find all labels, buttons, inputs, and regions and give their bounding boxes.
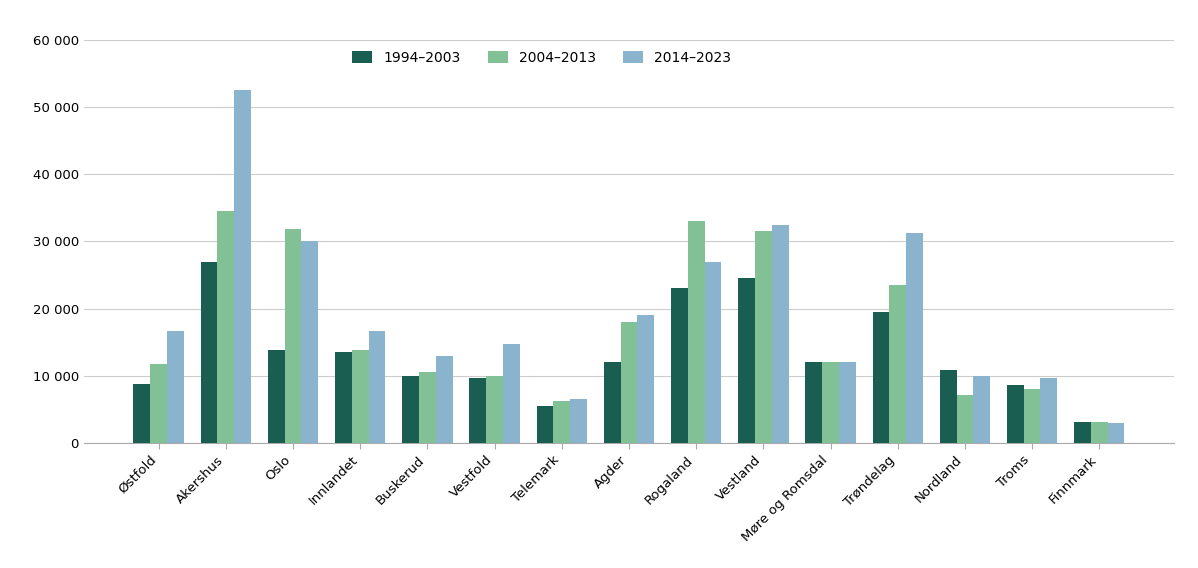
Bar xyxy=(772,224,788,443)
Bar xyxy=(637,315,654,443)
Bar xyxy=(419,373,436,443)
Bar xyxy=(688,221,704,443)
Bar xyxy=(537,406,553,443)
Bar xyxy=(889,285,906,443)
Bar xyxy=(1041,378,1058,443)
Bar xyxy=(906,233,922,443)
Bar xyxy=(234,90,252,443)
Bar xyxy=(150,364,167,443)
Bar xyxy=(822,362,839,443)
Bar xyxy=(486,376,503,443)
Bar xyxy=(872,312,889,443)
Bar xyxy=(1075,421,1091,443)
Bar xyxy=(755,231,772,443)
Bar xyxy=(939,370,956,443)
Bar xyxy=(167,332,183,443)
Bar xyxy=(1108,423,1125,443)
Bar xyxy=(268,350,285,443)
Bar xyxy=(503,344,520,443)
Bar xyxy=(1024,389,1041,443)
Legend: 1994–2003, 2004–2013, 2014–2023: 1994–2003, 2004–2013, 2014–2023 xyxy=(352,51,731,65)
Bar xyxy=(671,289,688,443)
Bar xyxy=(403,377,419,443)
Bar xyxy=(302,241,319,443)
Bar xyxy=(805,362,822,443)
Bar xyxy=(570,399,587,443)
Bar xyxy=(839,362,855,443)
Bar xyxy=(335,352,352,443)
Bar xyxy=(704,261,721,443)
Bar xyxy=(470,378,486,443)
Bar xyxy=(1091,422,1108,443)
Bar xyxy=(604,362,621,443)
Bar xyxy=(200,261,217,443)
Bar xyxy=(1006,385,1024,443)
Bar xyxy=(217,211,234,443)
Bar xyxy=(973,376,990,443)
Bar xyxy=(352,350,369,443)
Bar xyxy=(436,356,453,443)
Bar xyxy=(369,331,386,443)
Bar xyxy=(133,384,150,443)
Bar xyxy=(621,322,637,443)
Bar xyxy=(285,229,302,443)
Bar xyxy=(956,395,973,443)
Bar xyxy=(553,402,570,443)
Bar xyxy=(738,278,755,443)
